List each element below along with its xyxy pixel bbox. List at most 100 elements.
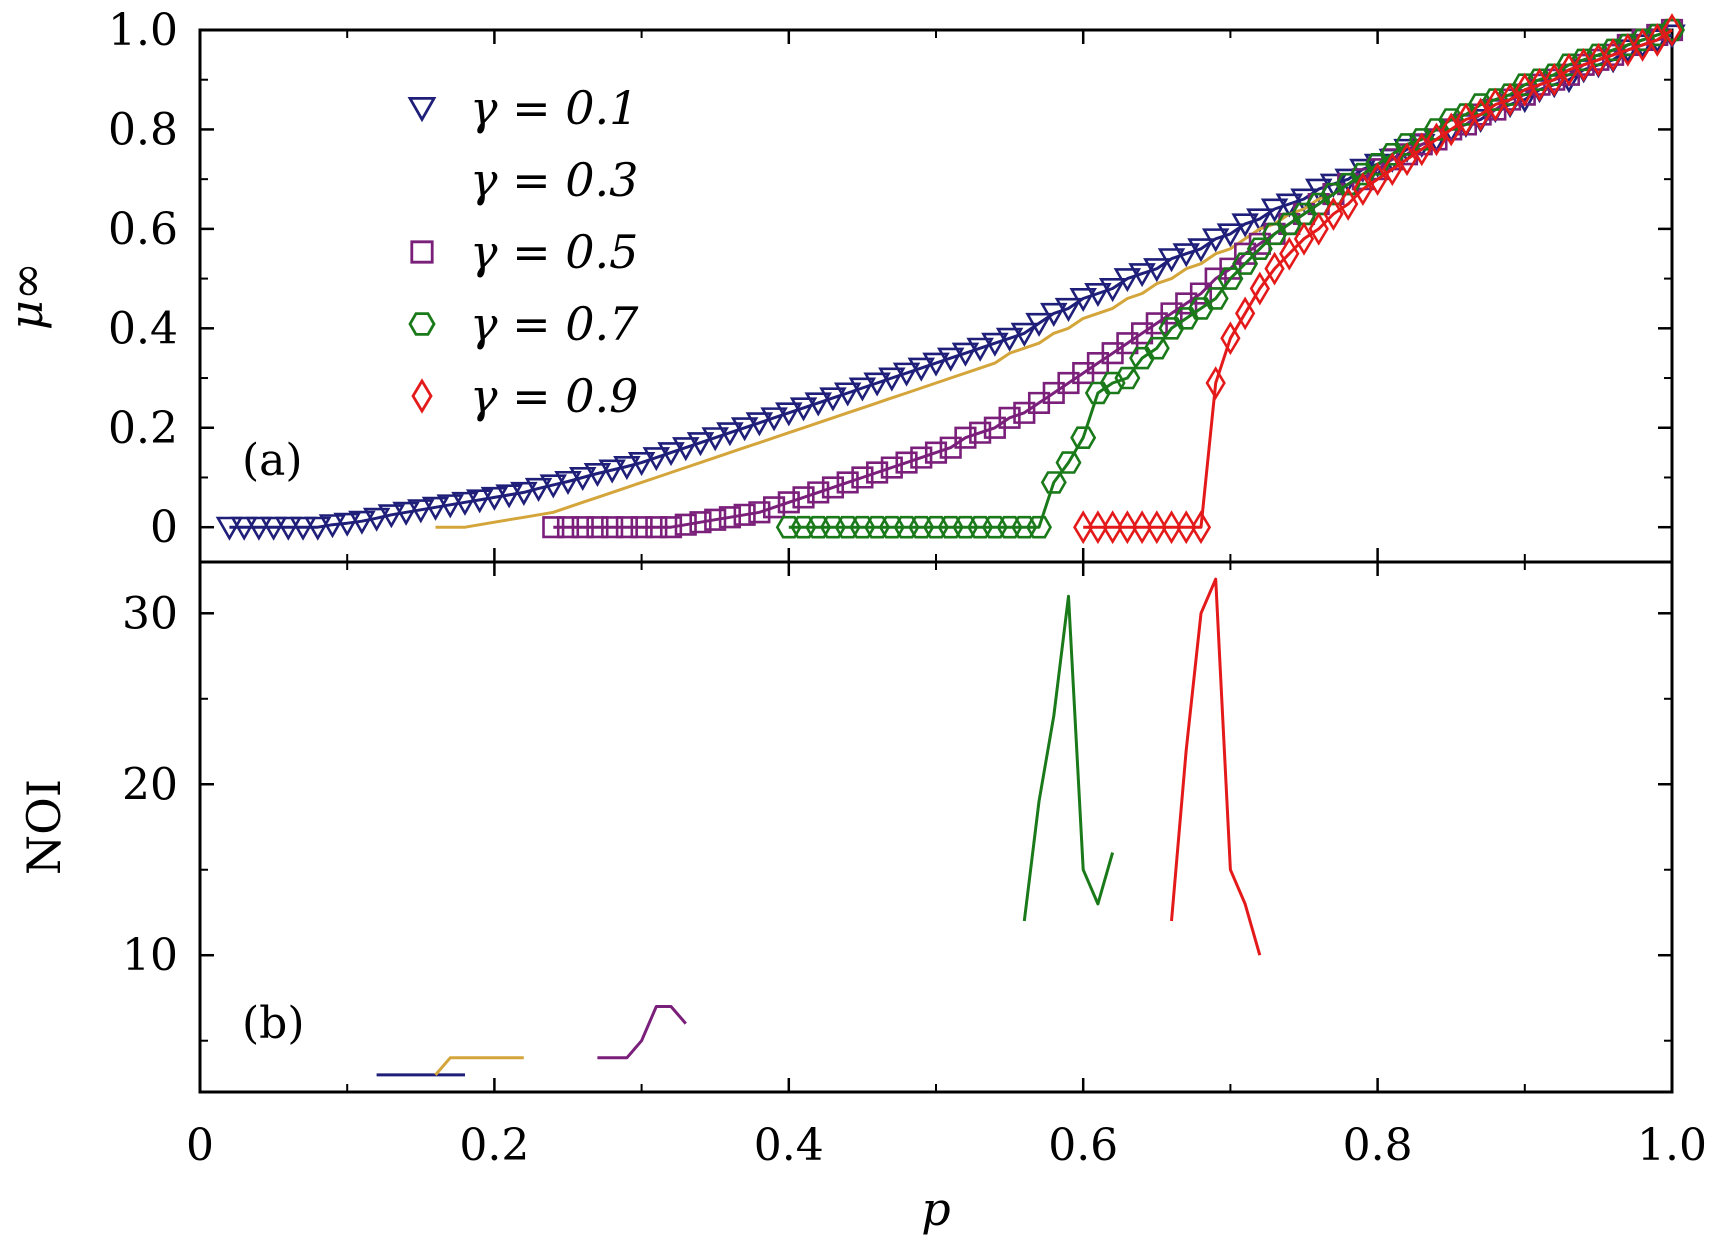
data-point <box>1261 222 1288 246</box>
data-point <box>451 491 479 516</box>
panel-label: (b) <box>242 998 305 1049</box>
data-point <box>1131 510 1153 545</box>
data-point <box>465 489 494 514</box>
data-point <box>1290 202 1317 226</box>
data-point <box>775 402 803 427</box>
data-point <box>274 516 303 541</box>
x-axis: 0 0.2 0.4 0.6 0.8 1.0 p <box>186 1120 1707 1236</box>
data-point <box>642 447 671 472</box>
y-tick-label: 1.0 <box>108 5 178 56</box>
series-5 <box>1073 13 1683 545</box>
data-point <box>1087 510 1109 545</box>
y-tick-label: 20 <box>122 759 178 810</box>
series-4 <box>1022 594 1115 922</box>
data-point <box>657 442 685 467</box>
data-point <box>1410 133 1433 156</box>
data-point <box>289 516 317 541</box>
data-point <box>627 452 656 477</box>
data-point <box>1025 515 1052 539</box>
data-point <box>230 516 258 541</box>
data-point <box>1234 242 1257 265</box>
data-point <box>924 441 948 464</box>
data-point <box>1131 322 1154 345</box>
data-point <box>1128 263 1156 288</box>
data-point <box>1408 128 1435 151</box>
data-point <box>659 516 683 539</box>
data-point <box>880 456 903 479</box>
data-point <box>1027 391 1051 414</box>
data-point <box>907 357 936 382</box>
data-point <box>304 516 332 541</box>
legend-marker <box>408 312 436 336</box>
data-point <box>1102 510 1123 545</box>
data-point <box>951 342 980 367</box>
data-point <box>1264 251 1285 286</box>
data-point <box>1129 346 1156 370</box>
data-point <box>480 486 509 511</box>
data-point <box>1176 510 1197 545</box>
data-point <box>878 367 906 392</box>
series-1 <box>215 24 1686 541</box>
data-point <box>1423 118 1450 141</box>
data-point <box>674 513 697 536</box>
legend-item: γ = 0.3 <box>470 153 638 207</box>
data-point <box>1143 336 1170 360</box>
data-point <box>1040 471 1067 494</box>
series-2 <box>434 1056 524 1076</box>
data-point <box>1544 62 1565 97</box>
data-point <box>1308 211 1329 246</box>
data-point <box>836 471 859 494</box>
data-point <box>407 499 435 524</box>
data-point <box>954 426 977 449</box>
x-axis-label: p <box>921 1182 950 1236</box>
data-point <box>1441 112 1462 147</box>
data-point <box>1114 366 1141 390</box>
data-point <box>998 406 1021 429</box>
data-point <box>821 476 845 499</box>
data-point <box>1323 197 1344 231</box>
series-5 <box>1170 577 1262 956</box>
data-point <box>510 481 538 506</box>
data-point <box>834 515 861 539</box>
data-point <box>936 347 965 372</box>
data-point <box>952 515 979 539</box>
y-tick-label: 0.2 <box>108 403 178 454</box>
data-point <box>1173 307 1200 330</box>
x-tick-label: 0.2 <box>459 1120 529 1171</box>
data-point <box>851 466 874 489</box>
data-point <box>1084 283 1112 308</box>
data-point <box>849 515 876 539</box>
data-point <box>937 515 964 539</box>
data-point <box>1010 322 1039 347</box>
data-point <box>1187 238 1215 263</box>
legend-label: γ = 0.3 <box>470 153 638 207</box>
data-point <box>568 466 597 492</box>
data-point <box>777 491 800 514</box>
data-point <box>1098 278 1127 303</box>
data-point <box>805 515 832 539</box>
data-point <box>598 459 626 484</box>
data-point <box>318 514 347 539</box>
data-point <box>1201 228 1230 253</box>
panel-frame <box>198 560 1674 1094</box>
data-point <box>1279 236 1300 271</box>
data-point <box>807 481 830 504</box>
data-point <box>1246 208 1274 233</box>
data-point <box>939 436 962 459</box>
data-point <box>1055 451 1082 474</box>
data-point <box>775 515 802 539</box>
data-point <box>1157 248 1186 273</box>
data-point <box>1158 317 1185 340</box>
legend-label: γ = 0.5 <box>470 225 638 279</box>
data-point <box>686 432 715 457</box>
data-point <box>362 507 391 532</box>
data-point <box>848 377 877 402</box>
data-point <box>377 504 406 529</box>
data-point <box>1188 297 1215 320</box>
data-point <box>833 382 862 407</box>
y-tick-label: 30 <box>122 588 178 639</box>
data-point <box>1411 132 1432 167</box>
data-point <box>1073 510 1094 545</box>
data-point <box>910 446 933 469</box>
